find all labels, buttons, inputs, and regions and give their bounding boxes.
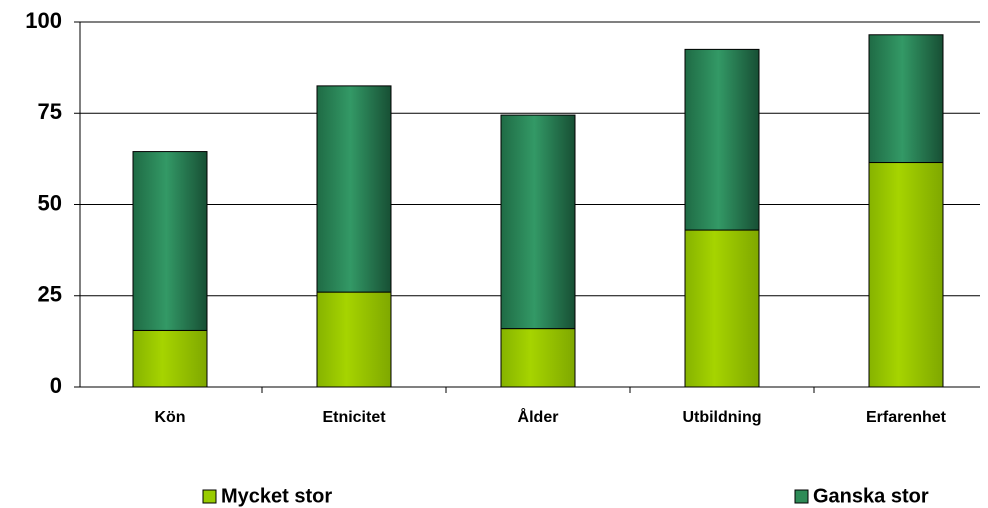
bar-segment [684,48,760,231]
x-tick-label: Utbildning [682,409,761,426]
y-tick-label: 0 [50,373,62,398]
bar-segment [132,329,208,388]
bar-segment [500,114,576,330]
bar-segment [500,328,576,388]
x-tick-label: Erfarenhet [866,409,947,426]
x-tick-label: Ålder [518,407,559,426]
legend-swatch [794,489,809,504]
bar-segment [316,291,392,388]
bar-segment [868,34,944,164]
y-tick-label: 75 [38,99,62,124]
x-tick-label: Kön [154,409,185,426]
y-tick-label: 25 [38,282,62,307]
legend-label: Mycket stor [221,485,332,507]
legend-label: Ganska stor [813,485,929,507]
bar-segment [132,151,208,331]
y-tick-label: 50 [38,190,62,215]
y-tick-label: 100 [25,8,62,33]
legend-swatch [202,489,217,504]
bar-segment [316,85,392,293]
bar-segment [868,162,944,388]
x-tick-label: Etnicitet [322,409,386,426]
bar-segment [684,229,760,388]
